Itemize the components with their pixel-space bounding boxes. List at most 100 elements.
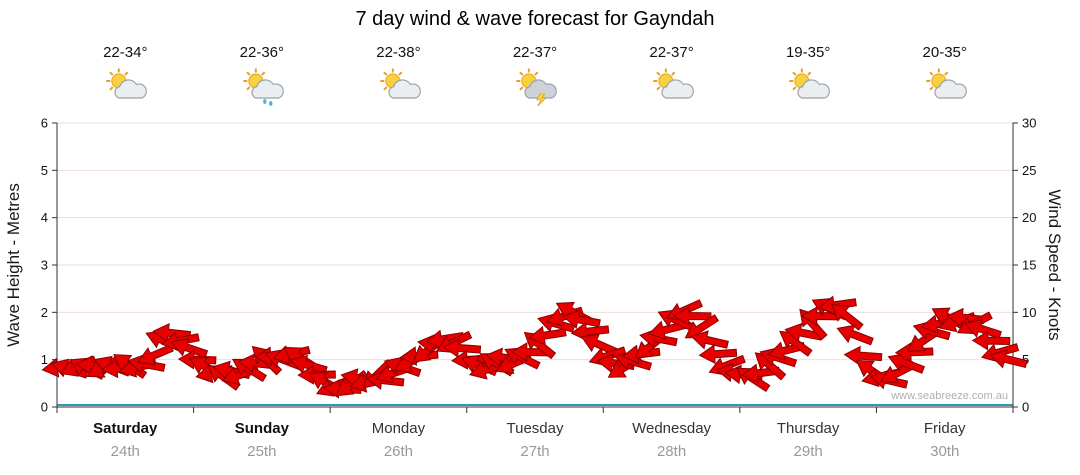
- sun-ray: [382, 86, 388, 91]
- wind-arrow: [836, 324, 874, 346]
- sun-ray: [109, 86, 114, 91]
- wind-arrow: [657, 309, 695, 332]
- day-label: Thursday: [777, 420, 840, 437]
- sun-cloud-storm-icon: [516, 68, 558, 107]
- left-tick-label: 2: [41, 305, 48, 320]
- sun-ray: [397, 71, 402, 76]
- cloud: [251, 79, 284, 99]
- left-tick-label: 0: [41, 400, 48, 415]
- sun-ray: [656, 71, 661, 76]
- right-tick-label: 0: [1022, 400, 1029, 415]
- sun-ray: [792, 71, 797, 76]
- sun-cloud-icon: [653, 68, 694, 99]
- date-label: 27th: [520, 443, 549, 460]
- sun-cloud-rain-icon: [243, 68, 284, 106]
- left-tick-label: 4: [41, 210, 48, 225]
- wind-arrow: [887, 353, 926, 374]
- left-tick-label: 6: [41, 116, 48, 131]
- right-tick-label: 15: [1022, 258, 1036, 273]
- sun-ray: [807, 71, 812, 76]
- wind-arrow: [690, 330, 729, 350]
- cloud: [797, 79, 831, 99]
- temperature-range: 19-35°: [785, 44, 831, 61]
- wind-arrow: [989, 349, 1028, 369]
- day-summary: 22-36°: [240, 44, 284, 112]
- right-tick-label: 5: [1022, 352, 1029, 367]
- cloud: [387, 79, 421, 99]
- temperature-range: 22-36°: [239, 44, 285, 61]
- sun-cloud-icon: [926, 68, 967, 99]
- wind-arrow: [580, 334, 618, 356]
- right-tick-label: 30: [1022, 116, 1036, 131]
- left-tick-label: 5: [41, 163, 48, 178]
- lightning-bolt: [536, 93, 547, 107]
- wind-arrow: [562, 309, 601, 329]
- wind-arrow: [528, 325, 567, 346]
- sun-ray: [534, 71, 539, 76]
- sun-ray: [246, 86, 251, 91]
- sun-cloud-icon: [379, 68, 421, 99]
- sun-ray: [519, 86, 524, 91]
- day-summary: 22-37°: [649, 44, 694, 112]
- temperature-range: 22-34°: [103, 44, 148, 61]
- wind-arrow: [830, 303, 864, 331]
- rain-drop: [269, 101, 273, 106]
- sun-ray: [382, 71, 388, 76]
- wind-arrow: [289, 354, 328, 375]
- watermark: www.seabreeze.com.au: [890, 390, 1008, 402]
- temperature-range: 22-38°: [376, 44, 421, 61]
- sun-ray: [670, 71, 676, 76]
- sun-ray: [929, 86, 934, 91]
- sun-ray: [261, 71, 266, 76]
- sun-cloud-icon: [789, 68, 831, 99]
- date-label: 26th: [384, 443, 413, 460]
- cloud: [524, 79, 558, 99]
- day-label: Monday: [372, 420, 426, 437]
- wind-arrow: [672, 306, 712, 326]
- sun-ray: [656, 86, 661, 91]
- sun-ray: [519, 71, 524, 76]
- date-label: 25th: [247, 443, 276, 460]
- day-label: Saturday: [93, 420, 158, 437]
- right-tick-label: 25: [1022, 163, 1036, 178]
- cloud: [661, 79, 694, 99]
- day-label: Wednesday: [632, 420, 711, 437]
- sun-cloud-icon: [106, 68, 148, 99]
- cloud: [934, 79, 967, 99]
- temperature-range: 22-37°: [512, 44, 558, 61]
- sun-ray: [124, 71, 129, 76]
- cloud: [114, 79, 148, 99]
- wind-arrow: [971, 330, 1011, 351]
- day-summary: 22-37°: [513, 44, 557, 112]
- temperature-range: 20-35°: [922, 44, 967, 61]
- temperature-range: 22-37°: [649, 44, 694, 61]
- sun-ray: [792, 86, 797, 91]
- wind-arrow: [442, 338, 482, 358]
- day-summary: 20-35°: [923, 44, 967, 112]
- sun-ray: [929, 71, 934, 76]
- wind-arrow: [231, 358, 268, 383]
- wind-arrow: [964, 318, 1002, 339]
- day-summary: 22-34°: [103, 44, 147, 112]
- date-label: 29th: [794, 443, 823, 460]
- sun-ray: [944, 71, 949, 76]
- day-label: Tuesday: [507, 420, 564, 437]
- wind-arrow: [698, 344, 738, 365]
- right-tick-label: 10: [1022, 305, 1036, 320]
- wind-arrow: [170, 337, 209, 359]
- left-tick-label: 1: [41, 352, 48, 367]
- date-label: 28th: [657, 443, 686, 460]
- right-tick-label: 20: [1022, 210, 1036, 225]
- date-label: 24th: [111, 443, 140, 460]
- day-summary: 19-35°: [786, 44, 830, 112]
- day-label: Friday: [924, 420, 966, 437]
- rain-drop: [263, 99, 267, 104]
- wind-arrow: [894, 342, 934, 363]
- sun-ray: [246, 71, 251, 76]
- day-label: Sunday: [235, 420, 290, 437]
- left-tick-label: 3: [41, 258, 48, 273]
- sun-ray: [109, 71, 114, 76]
- day-summary: 22-38°: [376, 44, 421, 112]
